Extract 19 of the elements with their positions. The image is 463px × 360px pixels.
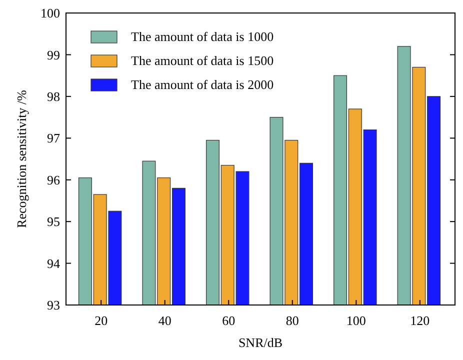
x-axis-title: SNR/dB xyxy=(238,335,283,350)
y-tick-label: 98 xyxy=(47,88,60,104)
y-axis-title: Recognition sensitivity /% xyxy=(14,90,29,228)
x-tick-label: 40 xyxy=(158,313,172,328)
y-tick-label: 94 xyxy=(47,256,60,271)
y-tick-label: 97 xyxy=(47,130,60,146)
x-tick-label: 120 xyxy=(410,313,430,328)
x-tick-label: 80 xyxy=(286,313,299,328)
x-tick-label: 20 xyxy=(94,313,108,328)
y-tick-label: 93 xyxy=(47,298,60,313)
legend-label: The amount of data is 1000 xyxy=(131,29,274,44)
legend-label: The amount of data is 1500 xyxy=(131,53,274,68)
y-tick-label: 100 xyxy=(40,6,60,21)
y-tick-label: 99 xyxy=(47,47,60,62)
y-tick-label: 95 xyxy=(47,214,60,230)
x-tick-label: 100 xyxy=(346,313,366,328)
x-tick-label: 60 xyxy=(222,313,236,328)
legend-label: The amount of data is 2000 xyxy=(131,77,274,92)
y-tick-label: 96 xyxy=(47,172,60,188)
